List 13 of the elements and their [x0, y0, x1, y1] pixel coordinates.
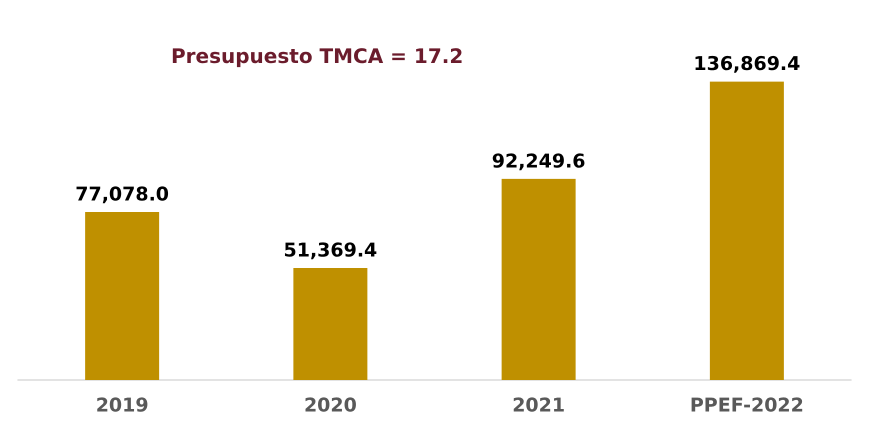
bar — [502, 178, 576, 380]
data-label: 92,249.6 — [492, 150, 586, 172]
data-label: 51,369.4 — [283, 240, 378, 262]
x-tick-label: 2021 — [512, 394, 566, 416]
bar — [710, 82, 784, 380]
x-tick-label: 2019 — [96, 394, 149, 416]
x-tick-label: 2020 — [304, 394, 357, 416]
bar — [293, 268, 368, 380]
text: Presupuesto TMCA = 17.2 — [171, 44, 464, 68]
x-tick-label: PPEF-2022 — [690, 394, 804, 416]
bar — [85, 212, 160, 380]
data-label: 77,078.0 — [75, 183, 170, 206]
data-label: 136,869.4 — [693, 53, 800, 76]
